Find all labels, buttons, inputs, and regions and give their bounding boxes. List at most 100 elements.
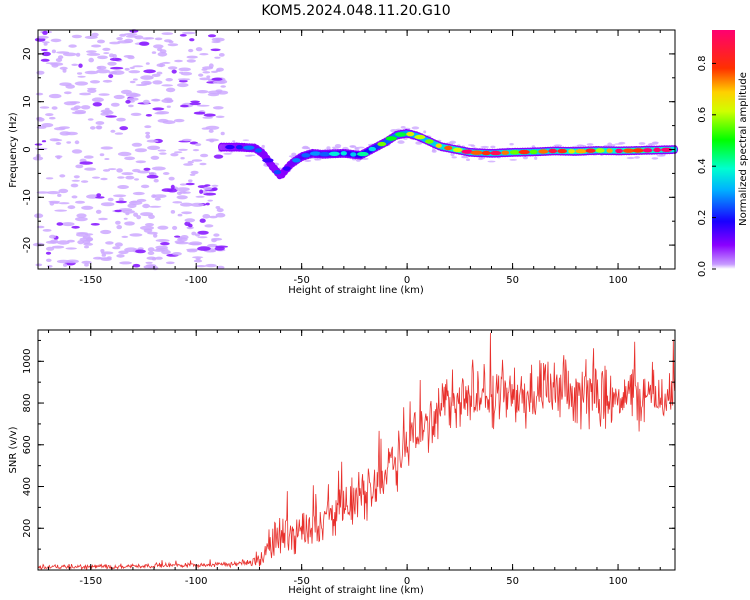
- spectrogram-noise-speckle: [261, 144, 265, 149]
- spectrogram-noise-speckle: [107, 197, 114, 202]
- spectrogram-noise-speckle: [124, 156, 136, 161]
- spectrogram-noise-speckle: [59, 131, 71, 136]
- spectrogram-noise-speckle: [71, 225, 80, 229]
- spectrogram-noise-speckle: [42, 229, 52, 232]
- spectrogram-noise-speckle: [123, 217, 128, 220]
- spectrogram-ridge-peak: [595, 148, 605, 153]
- spectrogram-noise-speckle: [105, 241, 114, 245]
- spectrogram-noise-speckle: [207, 34, 217, 38]
- spectrogram-noise-speckle: [220, 131, 225, 136]
- spectrogram-noise-speckle: [51, 245, 65, 249]
- spectrogram-noise-speckle: [215, 115, 225, 119]
- spectrogram-noise-speckle: [192, 149, 200, 152]
- snr-line: [37, 332, 675, 571]
- spectrogram-noise-speckle: [116, 117, 126, 122]
- spectrogram-noise-speckle: [103, 52, 110, 55]
- spectrogram-noise-speckle: [534, 156, 538, 160]
- spectrogram-noise-speckle: [132, 191, 145, 196]
- spectrogram-noise-speckle: [151, 194, 157, 199]
- spectrogram-noise-speckle: [210, 249, 216, 253]
- spectrogram-noise-speckle: [145, 114, 152, 117]
- spectrogram-noise-speckle: [102, 169, 111, 172]
- spectrogram-noise-speckle: [110, 102, 120, 107]
- spectrogram-noise-speckle: [172, 252, 182, 256]
- spectrogram-noise-speckle: [197, 230, 209, 235]
- spectrogram-noise-speckle: [161, 61, 171, 64]
- spectrogram-noise-speckle: [186, 55, 198, 59]
- spectrogram-noise-speckle: [100, 202, 115, 207]
- colorbar-tick-label: 0.0: [697, 261, 708, 277]
- spectrogram-noise-speckle: [157, 225, 169, 230]
- spectrogram-noise-speckle: [531, 145, 536, 149]
- spectrogram-noise-speckle: [211, 239, 217, 243]
- spectrogram-noise-speckle: [114, 209, 122, 213]
- spectrogram-noise-speckle: [116, 254, 125, 258]
- spectrogram-ridge-peak: [518, 149, 530, 155]
- spectrogram-noise-speckle: [63, 263, 68, 267]
- spectrogram-noise-speckle: [77, 72, 83, 75]
- spectrogram-noise-speckle: [468, 144, 475, 146]
- spectrogram-noise-speckle: [191, 256, 204, 259]
- spectrogram-noise-speckle: [199, 53, 209, 56]
- spectrogram-noise-speckle: [66, 141, 72, 144]
- spectrogram-noise-speckle: [77, 240, 85, 245]
- spectrogram-noise-speckle: [199, 162, 207, 166]
- spectrogram-noise-speckle: [47, 265, 53, 268]
- spectrogram-noise-speckle: [50, 62, 64, 66]
- spectrogram-noise-speckle: [203, 113, 216, 117]
- spectrogram-noise-speckle: [189, 38, 195, 42]
- spectrogram-noise-speckle: [174, 235, 181, 238]
- spectrogram-noise-speckle: [53, 139, 63, 142]
- spectrogram-noise-speckle: [117, 151, 132, 157]
- spectrogram-noise-speckle: [190, 100, 201, 103]
- spectrogram-noise-speckle: [195, 257, 201, 260]
- spectrogram-noise-speckle: [99, 153, 105, 157]
- spectrogram-noise-speckle: [121, 235, 129, 238]
- colorbar-ticks: 0.0 0.2 0.4 0.6 0.8: [697, 55, 716, 277]
- spectrogram-noise-speckle: [203, 192, 217, 196]
- spectrogram-noise-speckle: [117, 176, 125, 179]
- spectrogram-noise-speckle: [153, 178, 159, 183]
- spectrogram-noise-speckle: [84, 70, 99, 75]
- spectrogram-noise-speckle: [116, 37, 123, 41]
- spectrogram-noise-speckle: [201, 68, 208, 71]
- spectrogram-noise-speckle: [130, 200, 138, 203]
- spectrogram-noise-speckle: [180, 157, 185, 160]
- spectrogram-noise-speckle: [50, 38, 62, 43]
- spectrogram-signal-ridge: [218, 128, 679, 180]
- spectrogram-noise-speckle: [152, 80, 163, 85]
- spectrogram-ridge-peak: [414, 134, 426, 140]
- spectrogram-noise-speckle: [197, 236, 208, 239]
- spectrogram-noise-speckle: [205, 138, 219, 142]
- spectrogram-noise-speckle: [95, 125, 103, 130]
- spectrogram-noise-speckle: [97, 39, 105, 44]
- spectrogram-noise-speckle: [451, 156, 458, 159]
- spectrogram-noise-speckle: [179, 190, 187, 194]
- spectrogram-noise-speckle: [67, 205, 76, 210]
- spectrogram-noise-speckle: [143, 167, 151, 171]
- spectrogram-noise-speckle: [55, 142, 62, 145]
- spectrogram-noise-speckle: [174, 59, 183, 63]
- spectrogram-noise-speckle: [84, 167, 97, 171]
- spectrogram-noise-speckle: [117, 185, 129, 189]
- spectrogram-noise-speckle: [190, 170, 199, 175]
- spectrogram-noise-speckle: [113, 194, 127, 198]
- spectrogram-noise-speckle: [304, 159, 312, 162]
- spectrogram-ridge-peak: [301, 153, 311, 158]
- spectrogram-noise-speckle: [186, 59, 196, 63]
- spectrogram-noise-speckle: [118, 197, 124, 202]
- spectrogram-noise-speckle: [213, 233, 220, 237]
- spectrogram-noise-speckle: [42, 30, 48, 35]
- spectrogram-noise-speckle: [157, 52, 168, 57]
- spectrogram-ridge-peak: [509, 150, 520, 155]
- colorbar-gradient: [712, 30, 735, 269]
- spectrogram-noise-speckle: [134, 148, 147, 153]
- spectrogram-noise-speckle: [202, 71, 211, 74]
- spectrogram-noise-speckle: [96, 66, 102, 70]
- spectrogram-noise-speckle: [131, 142, 143, 147]
- spectrogram-noise-speckle: [84, 263, 89, 267]
- spectrogram-noise-speckle: [116, 168, 123, 173]
- spectrogram-noise-speckle: [607, 142, 613, 146]
- spectrogram-noise-speckle: [127, 97, 139, 101]
